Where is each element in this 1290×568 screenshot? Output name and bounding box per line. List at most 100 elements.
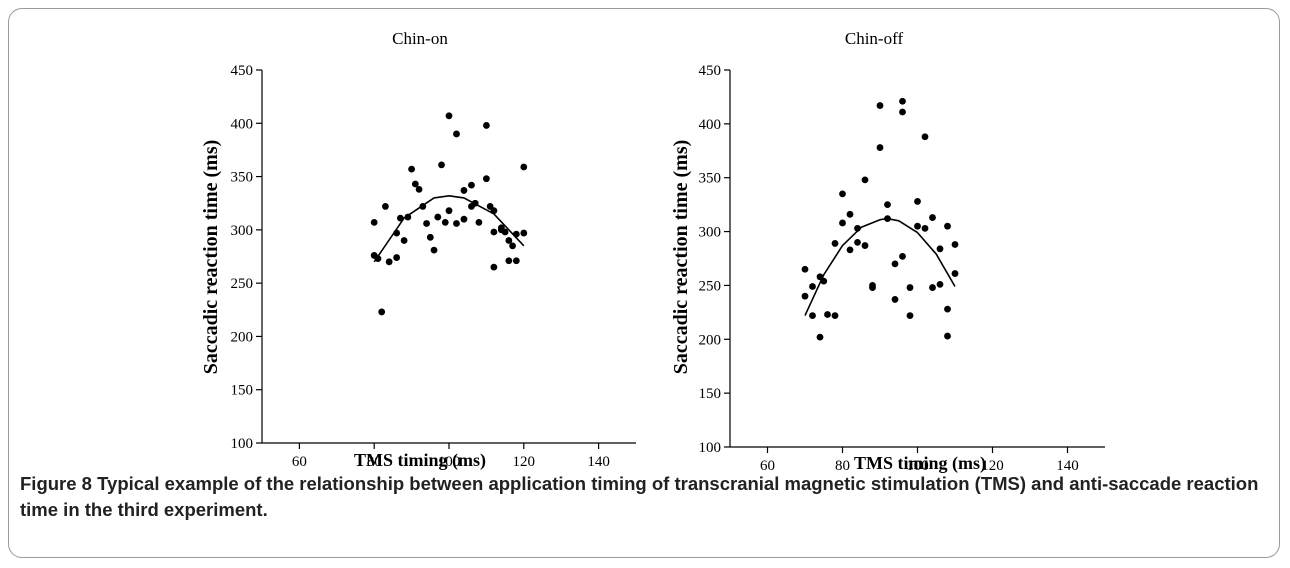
data-point (839, 190, 846, 198)
x-tick-label: 80 (367, 454, 382, 470)
data-point (404, 213, 412, 221)
data-point (884, 201, 891, 209)
data-point (411, 180, 419, 188)
data-point (460, 215, 468, 223)
data-point (906, 284, 914, 291)
chart-panel-chin-off: Chin-off TMS timing (ms) Saccadic reacti… (670, 29, 1105, 474)
data-point (929, 284, 936, 291)
data-point (876, 144, 884, 151)
figure-frame (8, 8, 1280, 558)
data-point (434, 213, 442, 221)
y-axis-label: Saccadic reaction time (ms) (200, 140, 222, 375)
y-tick-label: 100 (699, 440, 722, 456)
data-point (374, 255, 382, 263)
data-point (505, 237, 513, 244)
data-point (445, 207, 453, 215)
data-point (370, 218, 378, 226)
y-tick-label: 400 (231, 116, 254, 132)
data-point (884, 215, 891, 223)
data-point (869, 284, 876, 291)
y-tick-label: 250 (231, 276, 254, 292)
x-tick-label: 120 (513, 454, 536, 470)
data-point (936, 245, 944, 253)
x-tick-label: 60 (292, 454, 307, 470)
data-point (944, 305, 951, 313)
data-point (846, 246, 854, 254)
data-point (951, 270, 959, 277)
data-point (906, 312, 914, 319)
data-point (944, 222, 951, 230)
data-point (899, 252, 906, 260)
data-point (453, 130, 460, 138)
data-point (490, 228, 498, 236)
chart-title: Chin-on (392, 29, 448, 48)
data-point (490, 263, 498, 271)
data-point (831, 240, 839, 247)
data-point (483, 122, 490, 129)
data-point (382, 203, 389, 210)
x-axis-label: TMS timing (ms) (354, 450, 486, 471)
data-point (846, 210, 854, 218)
data-point (419, 203, 427, 210)
x-axis-label: TMS timing (ms) (854, 453, 986, 474)
caption-label: Figure 8 (20, 473, 92, 494)
data-point (415, 185, 423, 193)
data-point (408, 165, 415, 173)
data-point (438, 161, 445, 169)
data-point (899, 108, 906, 116)
data-point (471, 199, 479, 207)
data-point (509, 242, 516, 250)
data-point (854, 224, 861, 232)
data-point (839, 219, 846, 227)
figure-caption: Figure 8 Typical example of the relation… (20, 471, 1270, 523)
fit-curve (804, 217, 956, 316)
x-tick-label: 60 (760, 458, 775, 474)
y-tick-label: 100 (231, 436, 254, 452)
data-point (876, 102, 884, 109)
data-point (441, 218, 449, 226)
data-point (396, 214, 404, 222)
data-point (378, 308, 386, 316)
data-point (891, 296, 899, 303)
data-point (400, 237, 408, 244)
y-tick-label: 350 (231, 170, 254, 186)
data-point (393, 229, 401, 237)
data-point (430, 246, 438, 254)
data-point (921, 133, 929, 141)
data-point (809, 312, 816, 319)
data-point (820, 277, 828, 285)
x-tick-label: 100 (906, 458, 929, 474)
data-point (520, 229, 528, 237)
data-point (520, 163, 528, 171)
y-tick-label: 350 (699, 171, 722, 187)
y-tick-label: 400 (699, 117, 722, 133)
data-point (831, 312, 839, 319)
data-point (861, 242, 869, 249)
x-tick-label: 140 (1056, 458, 1079, 474)
x-tick-label: 140 (587, 454, 610, 470)
chart-title: Chin-off (845, 29, 904, 48)
data-point (824, 311, 831, 318)
data-point (951, 241, 959, 248)
data-point (501, 228, 509, 236)
x-tick-label: 100 (438, 454, 461, 470)
y-tick-label: 450 (231, 63, 254, 79)
data-point (929, 214, 936, 221)
data-point (854, 238, 861, 246)
x-tick-label: 80 (835, 458, 850, 474)
data-point (891, 260, 899, 268)
data-point (921, 224, 929, 232)
data-point (512, 257, 520, 265)
data-point (490, 207, 498, 215)
chart-panel-chin-on: Chin-on TMS timing (ms) Saccadic reactio… (200, 29, 636, 471)
data-point (426, 233, 434, 241)
data-point (801, 265, 809, 273)
y-tick-label: 300 (699, 225, 722, 241)
data-point (445, 112, 453, 120)
data-point (801, 292, 809, 300)
data-point (816, 333, 824, 341)
data-point (475, 218, 483, 226)
y-tick-label: 150 (699, 386, 722, 402)
data-point (393, 254, 401, 261)
